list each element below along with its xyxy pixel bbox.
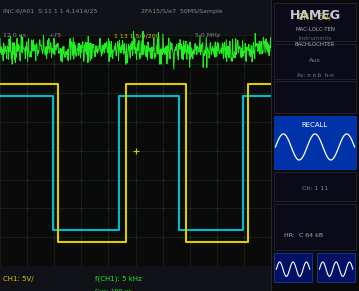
Text: 5.0 MHz: 5.0 MHz	[195, 33, 220, 38]
Text: CH1: 5V/: CH1: 5V/	[298, 12, 332, 21]
Text: Ac: n n b  h-n: Ac: n n b h-n	[297, 73, 334, 78]
Bar	[274, 3, 356, 41]
Bar	[0, 0, 271, 35]
Text: HR:  C 64 kB: HR: C 64 kB	[284, 233, 323, 238]
Text: 2FA15/S/e7  50MS/Sample: 2FA15/S/e7 50MS/Sample	[141, 9, 223, 14]
Text: BACHLOCHTER: BACHLOCHTER	[295, 42, 335, 47]
Bar	[0, 266, 271, 291]
Bar	[274, 172, 356, 201]
Text: +75: +75	[49, 33, 62, 38]
Bar	[274, 44, 356, 79]
Text: f(CH1): 5 kHz: f(CH1): 5 kHz	[95, 276, 141, 282]
Text: MAC-LOLC-TEN: MAC-LOLC-TEN	[295, 27, 335, 32]
Bar	[274, 204, 356, 250]
Text: HAMEG: HAMEG	[289, 9, 341, 22]
Text: Ch: 1 11: Ch: 1 11	[302, 186, 328, 191]
Text: CH1: 5V/: CH1: 5V/	[3, 276, 33, 282]
Bar	[274, 253, 312, 282]
Text: 1 13 1 5/9/200: 1 13 1 5/9/200	[114, 33, 159, 38]
Text: INC:6/A01  S:11 1 1 4,1414/25: INC:6/A01 S:11 1 1 4,1414/25	[3, 9, 97, 14]
Text: Aux: Aux	[309, 58, 321, 63]
Text: 12.0 us: 12.0 us	[3, 33, 26, 38]
Text: Cyc: 190 us: Cyc: 190 us	[95, 289, 132, 291]
Text: Instruments: Instruments	[298, 36, 332, 41]
Bar	[274, 81, 356, 113]
Text: RECALL: RECALL	[302, 122, 328, 128]
Bar	[317, 253, 355, 282]
Bar	[274, 116, 356, 169]
